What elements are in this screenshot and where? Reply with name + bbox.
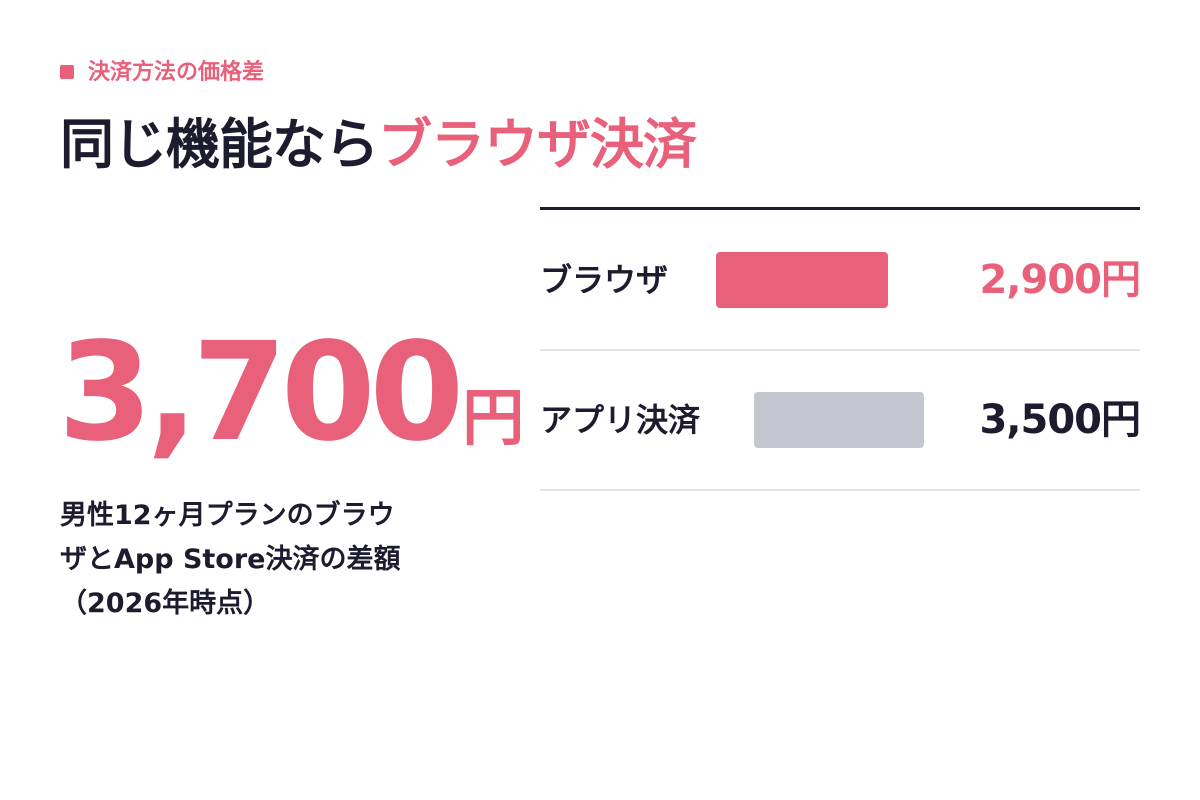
title: 同じ機能ならブラウザ決済 — [60, 110, 697, 180]
highlight-value: 3,700円 — [58, 318, 524, 493]
price: 3,500円 — [979, 397, 1141, 443]
big-unit: 円 — [462, 381, 525, 454]
title-accent: ブラウザ決済 — [378, 113, 697, 176]
tag: 決済方法の価格差 — [88, 60, 265, 85]
divider — [540, 207, 1140, 210]
row-label: アプリ決済 — [540, 401, 701, 439]
price: 2,900円 — [979, 257, 1141, 303]
caption-line: ザとApp Store決済の差額 — [60, 544, 401, 575]
caption-line: （2026年時点） — [60, 588, 271, 619]
title-main: 同じ機能なら — [60, 113, 379, 176]
separator — [540, 349, 1140, 351]
row-label: ブラウザ — [540, 261, 669, 299]
tag-marker — [60, 65, 74, 79]
caption-line: 男性12ヶ月プランのブラウ — [60, 500, 395, 531]
bar — [754, 392, 924, 448]
separator — [540, 489, 1140, 491]
big-number: 3,700 — [58, 314, 464, 472]
bar — [716, 252, 888, 308]
